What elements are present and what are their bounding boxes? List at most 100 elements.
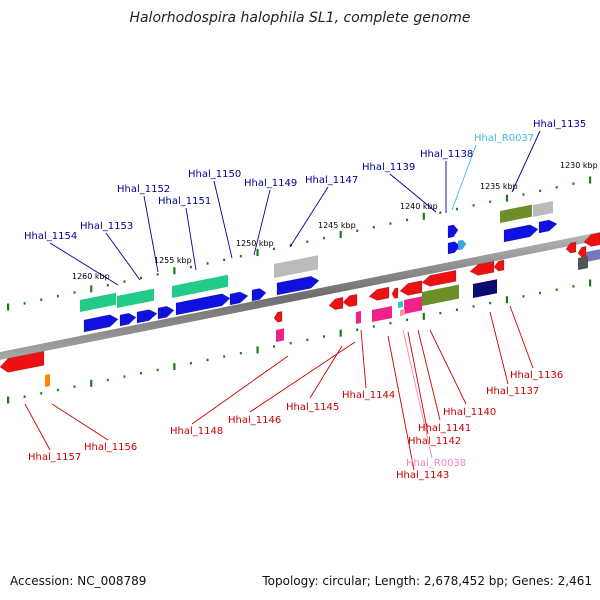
- scale-tick: [223, 258, 226, 262]
- genome-backbone: [0, 232, 600, 360]
- scale-tick: [256, 249, 259, 257]
- scale-tick: [505, 296, 509, 304]
- scale-tick: [322, 335, 325, 338]
- scale-tick: [439, 311, 442, 315]
- scale-tick: [372, 225, 375, 229]
- leader-line: [213, 180, 233, 259]
- scale-tick: [306, 240, 309, 243]
- label-leader-lines: [24, 130, 541, 471]
- scale-tick: [572, 182, 575, 185]
- scale-tick: [206, 358, 209, 362]
- gene-label: Hhal_1139: [362, 162, 415, 173]
- gene-arrow: [447, 241, 461, 255]
- leader-line: [185, 207, 197, 271]
- gene-arrow: [457, 239, 467, 251]
- scale-tick: [505, 194, 509, 202]
- gene-arrow: [447, 224, 459, 239]
- gene-box: [356, 311, 361, 324]
- scale-tick: [589, 279, 592, 287]
- leader-line: [253, 189, 271, 256]
- gene-arrow: [119, 312, 137, 327]
- gene-label: Hhal_1141: [418, 423, 471, 434]
- leader-line: [402, 329, 433, 459]
- gene-label: Hhal_1157: [28, 452, 81, 463]
- leader-line: [489, 311, 509, 385]
- scale-tick: [339, 230, 342, 238]
- leader-line: [417, 329, 441, 421]
- gene-label: Hhal_1148: [170, 426, 223, 437]
- scale-tick: [90, 285, 93, 293]
- leader-line: [429, 329, 467, 405]
- scale-label: 1235 kbp: [480, 182, 518, 191]
- gene-label: Hhal_1137: [486, 386, 539, 397]
- gene-arrow: [368, 286, 390, 301]
- leader-line: [191, 355, 289, 425]
- scale-tick: [389, 222, 392, 225]
- scale-tick: [106, 378, 109, 382]
- scale-tick: [156, 368, 159, 372]
- scale-tick: [356, 229, 359, 232]
- gene-arrow: [469, 260, 495, 276]
- gene-box: [400, 309, 405, 316]
- gene-box: [80, 292, 116, 312]
- scale-tick: [7, 303, 10, 311]
- scale-tick: [406, 218, 409, 222]
- leader-line: [24, 403, 51, 451]
- scale-tick: [522, 193, 525, 196]
- leader-line: [451, 144, 477, 211]
- leader-line: [143, 195, 159, 273]
- gene-label: Hhal_R0038: [406, 458, 466, 469]
- gene-arrow: [565, 241, 577, 254]
- scale-tick: [223, 355, 226, 358]
- gene-box: [586, 249, 600, 262]
- scale-tick: [56, 294, 59, 298]
- gene-arrow: [583, 232, 600, 247]
- gene-box: [274, 255, 318, 278]
- scale-tick: [455, 207, 458, 211]
- leader-line: [51, 403, 109, 441]
- leader-line: [360, 329, 367, 389]
- scale-tick: [106, 284, 109, 287]
- scale-tick: [555, 186, 558, 189]
- leader-line: [105, 232, 141, 281]
- gene-label: Hhal_1144: [342, 390, 395, 401]
- scale-label: 1230 kbp: [560, 161, 598, 170]
- scale-tick: [489, 200, 492, 203]
- gene-arrow: [229, 291, 249, 306]
- gene-arrow: [157, 305, 175, 320]
- gene-box: [172, 274, 228, 298]
- scale-tick: [273, 247, 276, 251]
- gene-arrow: [342, 293, 358, 308]
- scale-tick: [90, 379, 93, 387]
- scale-label: 1250 kbp: [236, 239, 274, 248]
- gene-arrow: [399, 280, 423, 296]
- scale-tick: [140, 276, 143, 280]
- gene-arrow: [83, 314, 119, 333]
- leader-line: [289, 186, 329, 248]
- scale-tick: [539, 189, 542, 193]
- scale-tick: [489, 301, 492, 305]
- scale-tick: [539, 291, 542, 295]
- gene-labels: 1230 kbp 1235 kbp 1240 kbp 1245 kbp 1250 kbp…: [24, 119, 598, 481]
- scale-tick: [406, 318, 409, 321]
- gene-arrow: [0, 350, 45, 373]
- scale-tick: [189, 265, 192, 269]
- gene-arrow: [577, 246, 587, 258]
- gene-label: Hhal_1140: [443, 407, 496, 418]
- scale-tick: [73, 385, 76, 388]
- map-title: Halorhodospira halophila SL1, complete g…: [129, 10, 471, 26]
- gene-arrow: [493, 259, 505, 272]
- gene-box: [533, 201, 553, 217]
- gene-box: [398, 301, 403, 308]
- scale-tick: [522, 295, 525, 298]
- scale-tick: [372, 325, 375, 328]
- topology-text: Topology: circular; Length: 2,678,452 bp…: [262, 574, 592, 588]
- gene-arrow: [136, 309, 158, 324]
- gene-label: Hhal_1153: [80, 221, 133, 232]
- gene-arrow: [391, 287, 399, 299]
- gene-box: [372, 306, 392, 322]
- gene-label: Hhal_1135: [533, 119, 586, 130]
- gene-box: [473, 279, 497, 298]
- scale-tick: [123, 375, 126, 378]
